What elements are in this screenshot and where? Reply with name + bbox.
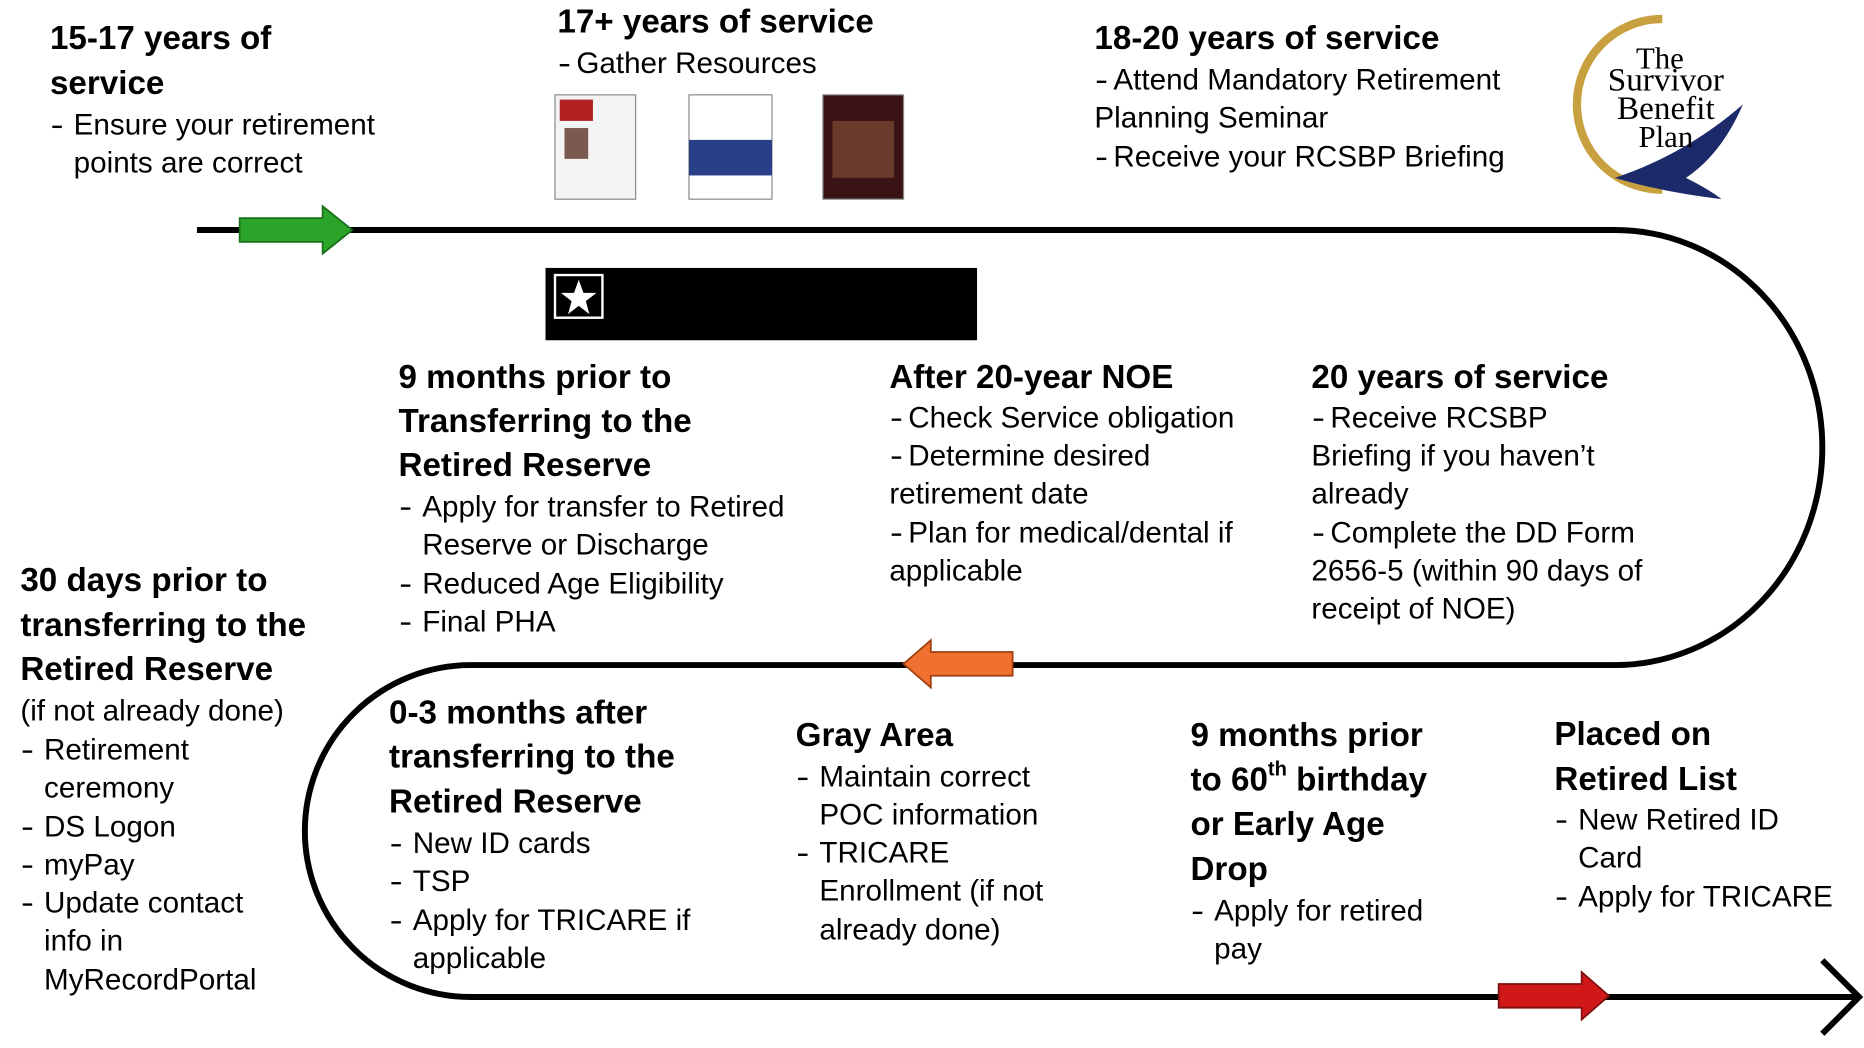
milestone-item: Receive your RCSBP Briefing — [1113, 141, 1504, 174]
milestone-title: 17+ years of service — [557, 3, 873, 40]
milestone-item: Retirement — [44, 733, 190, 766]
milestone-item: Briefing if you haven’t — [1311, 439, 1595, 472]
milestone-item: Enrollment (if not — [819, 875, 1044, 908]
sbp-text: Plan — [1638, 120, 1693, 154]
milestone-item: Gather Resources — [576, 47, 816, 80]
milestone-item: Complete the DD Form — [1330, 516, 1635, 549]
milestone-item: applicable — [413, 942, 546, 975]
milestone-title: Placed on — [1554, 716, 1711, 753]
milestone-item: DS Logon — [44, 811, 176, 844]
milestone-title: 9 months prior — [1190, 717, 1422, 754]
milestone-title: Drop — [1190, 851, 1267, 888]
milestone: Placed on Retired List New Retired ID Card A… — [1554, 716, 1832, 913]
milestone-title: 9 months prior to — [399, 359, 672, 396]
milestone: 9 months prior to 60th birthday or Early A… — [1190, 717, 1427, 965]
milestone-title: 0-3 months after — [389, 695, 647, 732]
milestone-item: Receive RCSBP — [1330, 402, 1547, 435]
timeline-diagram: TheSurvivorBenefitPlan MyArmyBenefits The… — [0, 0, 1864, 1048]
milestone-item: Apply for retired — [1214, 895, 1423, 928]
milestone-title: to 60th birthday — [1190, 759, 1427, 798]
milestone-item: Update contact — [44, 886, 244, 919]
milestone-title: 30 days prior to — [20, 562, 267, 599]
resource-thumbnails — [555, 95, 904, 199]
milestone-item: Attend Mandatory Retirement — [1113, 64, 1501, 97]
milestone-item: myPay — [44, 848, 135, 881]
myarmybenefits-logo: MyArmyBenefits The official military bene… — [546, 265, 978, 340]
green-arrow — [240, 206, 353, 253]
milestone: 15-17 years of service Ensure your retirem… — [50, 20, 376, 180]
milestone-note: (if not already done) — [20, 694, 284, 727]
milestone-item: Apply for TRICARE if — [413, 904, 691, 937]
milestone-item: Reduced Age Eligibility — [422, 567, 724, 600]
milestone-title: transferring to the — [389, 738, 675, 775]
milestone-item: points are correct — [74, 147, 304, 180]
milestone-title: After 20-year NOE — [889, 359, 1173, 396]
mab-name: MyArmyBenefits — [613, 265, 950, 313]
milestone-title: Retired Reserve — [20, 651, 273, 688]
milestone-item: Ensure your retirement — [74, 109, 376, 142]
milestone-item: Plan for medical/dental if — [908, 516, 1233, 549]
title-part: to 60 — [1190, 761, 1267, 798]
milestone-item: already — [1311, 477, 1408, 510]
milestone-title: Retired Reserve — [389, 784, 642, 821]
milestone-title: 18-20 years of service — [1094, 20, 1439, 57]
milestone: 30 days prior to transferring to the Retir… — [20, 562, 306, 997]
milestone-item: Apply for transfer to Retired — [422, 490, 784, 523]
milestone-item: Check Service obligation — [908, 402, 1234, 435]
milestone-item: Planning Seminar — [1094, 102, 1328, 135]
milestone-item: Final PHA — [422, 605, 556, 638]
milestone-item: 2656-5 (within 90 days of — [1311, 554, 1643, 587]
milestone-item: Card — [1578, 841, 1642, 874]
milestone: 9 months prior to Transferring to the Reti… — [399, 359, 785, 638]
mab-badge: U.S.ARMY — [557, 322, 604, 333]
milestone-title: transferring to the — [20, 607, 306, 644]
red-arrow — [1499, 972, 1609, 1019]
milestone-title: or Early Age — [1190, 806, 1384, 843]
milestone: Gray Area Maintain correct POC information… — [796, 717, 1044, 946]
milestone-item: pay — [1214, 933, 1262, 966]
milestone-item: Reserve or Discharge — [422, 528, 708, 561]
milestone-item: POC information — [819, 799, 1038, 832]
milestone: 0-3 months after transferring to the Retir… — [389, 695, 691, 975]
milestone-item: New ID cards — [413, 827, 591, 860]
milestone-title: service — [50, 65, 164, 102]
superscript: th — [1268, 759, 1287, 781]
milestone-item: applicable — [889, 554, 1022, 587]
milestone-item: MyRecordPortal — [44, 963, 256, 996]
milestone: After 20-year NOE Check Service obligatio… — [889, 359, 1234, 587]
thumbnail-detail — [560, 100, 593, 121]
milestone: 17+ years of service Gather Resources — [557, 3, 873, 80]
milestones: 15-17 years of service Ensure your retirem… — [20, 3, 1832, 996]
thumbnail-detail — [564, 128, 588, 159]
milestone-item: retirement date — [889, 477, 1088, 510]
milestone-item: info in — [44, 924, 123, 957]
title-part: birthday — [1287, 761, 1428, 798]
milestone-item: ceremony — [44, 771, 174, 804]
milestone: 18-20 years of service Attend Mandatory R… — [1094, 20, 1504, 174]
thumbnail-detail — [689, 140, 772, 176]
milestone-item: New Retired ID — [1578, 803, 1779, 836]
milestone-item: TRICARE — [819, 837, 949, 870]
thumbnail-detail — [832, 121, 894, 178]
milestone-title: 15-17 years of — [50, 20, 272, 57]
milestone-title: Retired List — [1554, 761, 1737, 798]
milestone-title: Transferring to the — [399, 403, 692, 440]
milestone-item: receipt of NOE) — [1311, 592, 1515, 625]
milestone-item: Apply for TRICARE — [1578, 880, 1833, 913]
mab-tagline: The official military benefits website o… — [679, 318, 969, 332]
orange-arrow — [904, 640, 1013, 687]
milestone-title: 20 years of service — [1311, 359, 1608, 396]
milestone-item: already done) — [819, 914, 1000, 947]
milestone: 20 years of service Receive RCSBP Briefing… — [1311, 359, 1643, 625]
milestone-item: Determine desired — [908, 439, 1150, 472]
milestone-item: Maintain correct — [819, 761, 1031, 794]
milestone-title: Gray Area — [796, 717, 954, 754]
milestone-item: TSP — [413, 865, 471, 898]
milestone-title: Retired Reserve — [399, 447, 652, 484]
